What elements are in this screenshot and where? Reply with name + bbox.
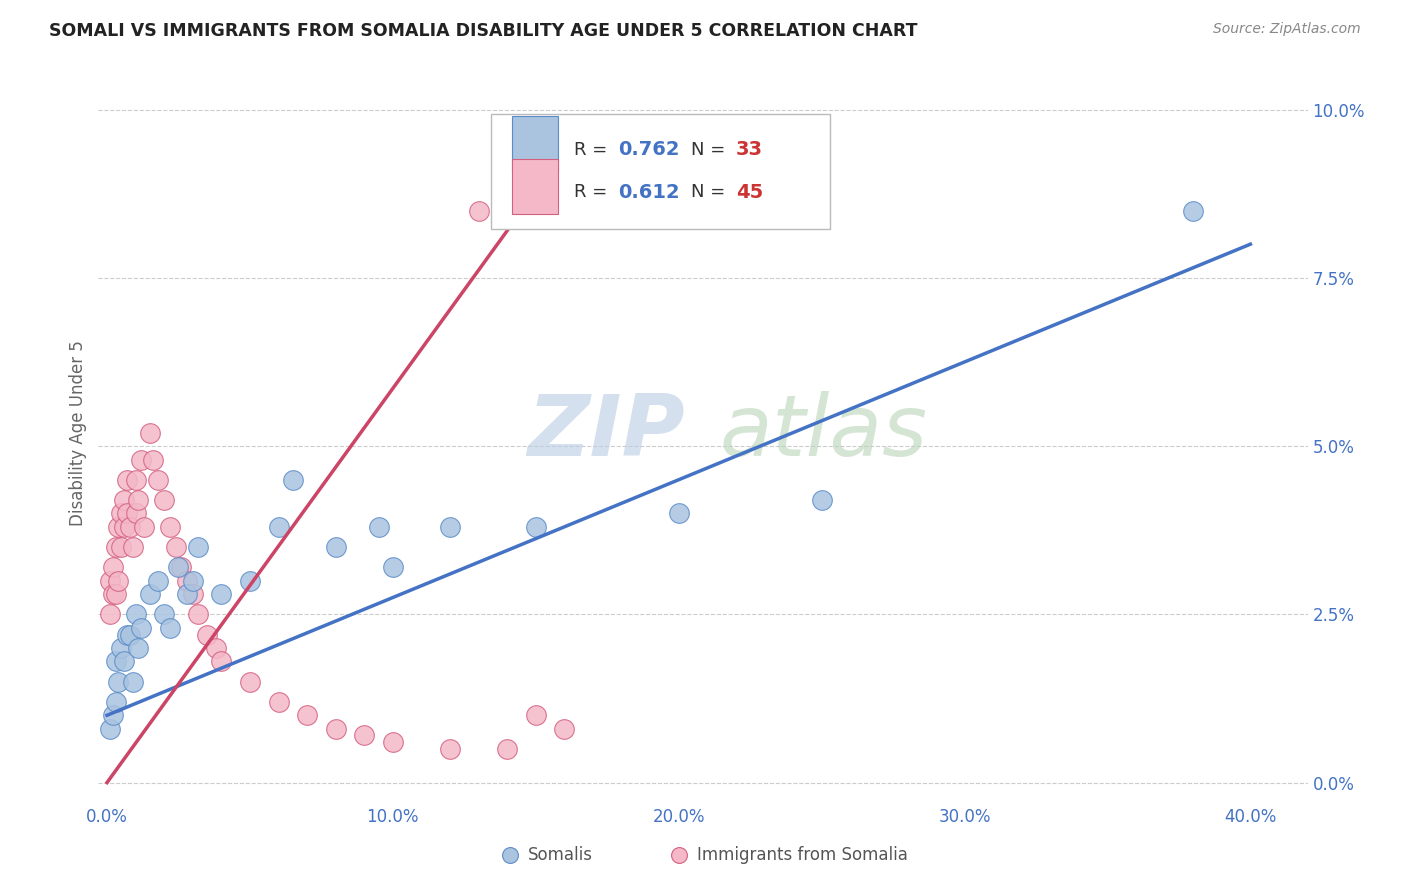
- Point: [139, 425, 162, 440]
- Point: [167, 560, 190, 574]
- Point: [98, 607, 121, 622]
- Point: [165, 540, 187, 554]
- Point: [101, 587, 124, 601]
- Point: [176, 574, 198, 588]
- Point: [367, 520, 389, 534]
- Point: [159, 520, 181, 534]
- Point: [353, 729, 375, 743]
- Point: [239, 674, 262, 689]
- Point: [181, 587, 204, 601]
- Point: [98, 574, 121, 588]
- Point: [524, 708, 547, 723]
- Text: atlas: atlas: [720, 391, 928, 475]
- Text: 0.762: 0.762: [619, 140, 681, 160]
- Point: [118, 627, 141, 641]
- Text: 33: 33: [735, 140, 762, 160]
- Point: [170, 560, 193, 574]
- Text: R =: R =: [574, 183, 613, 201]
- Point: [148, 574, 170, 588]
- Point: [439, 520, 461, 534]
- Point: [267, 520, 290, 534]
- Text: N =: N =: [690, 141, 731, 159]
- Y-axis label: Disability Age Under 5: Disability Age Under 5: [69, 340, 87, 525]
- Text: R =: R =: [574, 141, 613, 159]
- Point: [104, 655, 127, 669]
- Point: [181, 574, 204, 588]
- Text: Somalis: Somalis: [527, 846, 593, 863]
- Point: [129, 452, 152, 467]
- Text: N =: N =: [690, 183, 731, 201]
- Point: [134, 520, 156, 534]
- Point: [325, 540, 347, 554]
- Point: [496, 742, 519, 756]
- Point: [439, 742, 461, 756]
- Point: [124, 507, 146, 521]
- Point: [267, 695, 290, 709]
- Point: [153, 492, 176, 507]
- Point: [112, 655, 135, 669]
- Point: [118, 520, 141, 534]
- Point: [209, 655, 232, 669]
- Point: [129, 621, 152, 635]
- Point: [115, 473, 138, 487]
- Point: [195, 627, 218, 641]
- Point: [159, 621, 181, 635]
- Point: [110, 507, 132, 521]
- Point: [127, 492, 149, 507]
- FancyBboxPatch shape: [492, 114, 830, 229]
- Point: [110, 540, 132, 554]
- Point: [187, 607, 209, 622]
- FancyBboxPatch shape: [512, 117, 558, 172]
- Point: [381, 735, 404, 749]
- Point: [127, 640, 149, 655]
- Point: [281, 473, 304, 487]
- Point: [209, 587, 232, 601]
- Point: [204, 640, 226, 655]
- Point: [104, 587, 127, 601]
- Point: [142, 452, 165, 467]
- Point: [101, 560, 124, 574]
- Point: [112, 492, 135, 507]
- FancyBboxPatch shape: [512, 159, 558, 214]
- Text: SOMALI VS IMMIGRANTS FROM SOMALIA DISABILITY AGE UNDER 5 CORRELATION CHART: SOMALI VS IMMIGRANTS FROM SOMALIA DISABI…: [49, 22, 918, 40]
- Point: [124, 607, 146, 622]
- Point: [239, 574, 262, 588]
- Point: [176, 587, 198, 601]
- Point: [524, 520, 547, 534]
- Point: [325, 722, 347, 736]
- Point: [139, 587, 162, 601]
- Point: [124, 473, 146, 487]
- Point: [104, 540, 127, 554]
- Point: [553, 722, 575, 736]
- Point: [148, 473, 170, 487]
- Point: [121, 674, 143, 689]
- Point: [98, 722, 121, 736]
- Point: [101, 708, 124, 723]
- Text: 0.612: 0.612: [619, 183, 681, 202]
- Text: Source: ZipAtlas.com: Source: ZipAtlas.com: [1213, 22, 1361, 37]
- Point: [107, 574, 129, 588]
- Point: [107, 674, 129, 689]
- Point: [115, 507, 138, 521]
- Point: [104, 695, 127, 709]
- Point: [381, 560, 404, 574]
- Point: [110, 640, 132, 655]
- Point: [295, 708, 318, 723]
- Point: [467, 203, 489, 218]
- Text: ZIP: ZIP: [527, 391, 685, 475]
- Point: [121, 540, 143, 554]
- Point: [1182, 203, 1205, 218]
- Point: [107, 520, 129, 534]
- Point: [668, 507, 690, 521]
- Point: [112, 520, 135, 534]
- Point: [810, 492, 832, 507]
- Point: [187, 540, 209, 554]
- Point: [115, 627, 138, 641]
- Text: Immigrants from Somalia: Immigrants from Somalia: [697, 846, 908, 863]
- Text: 45: 45: [735, 183, 763, 202]
- Point: [153, 607, 176, 622]
